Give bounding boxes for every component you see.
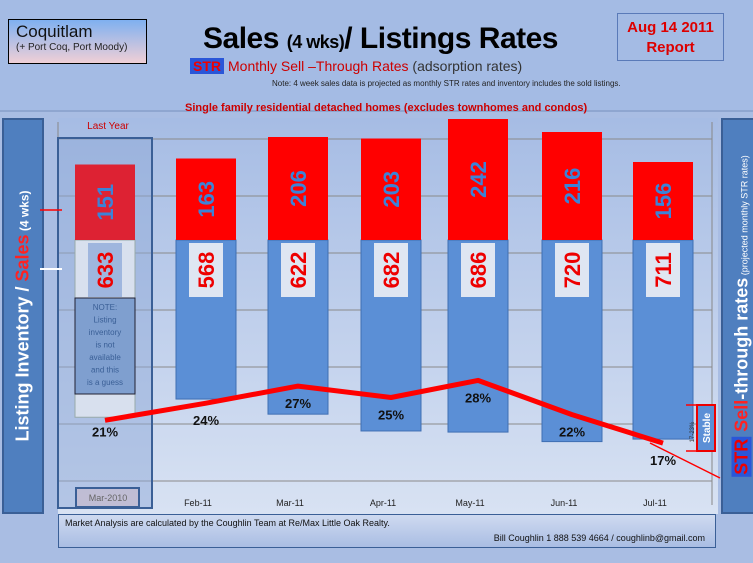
segment-text: Single family residential detached homes — [185, 102, 404, 114]
x-tick-label: Mar-11 — [276, 498, 304, 508]
last-year-label: Last Year — [87, 121, 129, 132]
str-badge: STR — [190, 58, 224, 74]
sales-bar — [176, 158, 236, 240]
sales-bar — [361, 138, 421, 240]
report-label: Report — [646, 39, 695, 56]
annotation-arrow — [649, 442, 721, 479]
inventory-value-label: 633 — [93, 252, 118, 289]
sales-value-label: 156 — [651, 183, 676, 220]
sales-bar — [75, 164, 135, 240]
sales-value-label: 203 — [379, 171, 404, 208]
inventory-label-bg — [88, 243, 122, 297]
sales-bar — [633, 162, 693, 240]
report-date: Aug 14 2011 — [627, 19, 714, 36]
inventory-value-label: 686 — [466, 252, 491, 289]
city-sub: (+ Port Coq, Port Moody) — [16, 42, 128, 53]
str-value-label: 17% — [650, 453, 676, 468]
title-listings: / Listings Rates — [344, 22, 558, 55]
inventory-value-label: 568 — [194, 252, 219, 289]
sales-value-label: 151 — [93, 184, 118, 221]
sales-value-label: 206 — [286, 170, 311, 207]
subtitle: STR Monthly Sell –Through Rates (adsorpti… — [190, 58, 522, 74]
str-value-label: 28% — [465, 390, 491, 405]
sales-value-label: 163 — [194, 181, 219, 218]
title-sales: Sales — [203, 22, 287, 55]
sales-value-label: 242 — [466, 161, 491, 198]
footer-contact: Bill Coughlin 1 888 539 4664 / coughlinb… — [493, 533, 705, 543]
segment-paren: (excludes townhomes and condos) — [403, 102, 588, 114]
right-axis-panel: STR Sell-through rates (projected monthl… — [721, 118, 753, 514]
sales-bar — [542, 132, 602, 240]
inventory-value-label: 720 — [560, 252, 585, 289]
note-line: is a guess — [87, 378, 123, 387]
left-axis-panel: Listing Inventory / Sales (4 wks) — [2, 118, 44, 514]
x-tick-label: Apr-11 — [370, 498, 396, 508]
footer: Market Analysis are calculated by the Co… — [58, 514, 716, 548]
note-line: NOTE: — [93, 303, 117, 312]
range-label: 17-23% — [690, 421, 696, 442]
inventory-label-bg — [189, 243, 223, 297]
str-value-label: 22% — [559, 425, 585, 440]
segment-title: Single family residential detached homes… — [185, 100, 587, 114]
str-line — [104, 377, 664, 446]
report-date-box: Aug 14 2011 Report — [617, 13, 724, 61]
note-line: and this — [91, 366, 119, 375]
x-tick-label: Mar-2010 — [89, 493, 128, 503]
inventory-label-bg — [555, 243, 589, 297]
sales-bar — [268, 137, 328, 240]
x-tick-label: Feb-11 — [184, 498, 212, 508]
stable-label: Stable — [702, 413, 713, 443]
footer-line1: Market Analysis are calculated by the Co… — [65, 518, 390, 528]
x-tick-label: May-11 — [455, 498, 484, 508]
str-value-label: 21% — [92, 424, 118, 439]
mar-2010-tick-box — [75, 487, 140, 508]
str-value-label: 25% — [378, 408, 404, 423]
sales-value-label: 216 — [560, 168, 585, 205]
sales-bar — [448, 119, 508, 240]
stable-box — [696, 404, 716, 452]
note-text: Note: 4 week sales data is projected as … — [272, 79, 621, 88]
note-line: Listing — [93, 316, 116, 325]
city-box: Coquitlam (+ Port Coq, Port Moody) — [8, 19, 147, 64]
inventory-value-label: 682 — [379, 252, 404, 289]
city-name: Coquitlam — [16, 22, 93, 41]
header: Coquitlam (+ Port Coq, Port Moody) Sales … — [0, 0, 753, 114]
title-wks: (4 wks) — [286, 32, 345, 52]
note-line: is not — [95, 341, 115, 350]
inventory-value-label: 622 — [286, 252, 311, 289]
page-title: Sales (4 wks)/ Listings Rates — [203, 22, 558, 56]
note-box — [74, 297, 136, 395]
subtitle-paren: (adsorption rates) — [408, 58, 523, 74]
x-tick-label: Jul-11 — [643, 498, 667, 508]
inventory-label-bg — [281, 243, 315, 297]
inventory-label-bg — [374, 243, 408, 297]
inventory-label-bg — [461, 243, 495, 297]
inventory-label-bg — [646, 243, 680, 297]
note-line: inventory — [89, 328, 121, 337]
subtitle-text: Monthly Sell –Through Rates — [228, 58, 409, 74]
note-line: available — [89, 353, 121, 362]
inventory-value-label: 711 — [651, 252, 676, 288]
x-tick-label: Jun-11 — [551, 498, 578, 508]
str-value-label: 27% — [285, 396, 311, 411]
str-value-label: 24% — [193, 413, 219, 428]
